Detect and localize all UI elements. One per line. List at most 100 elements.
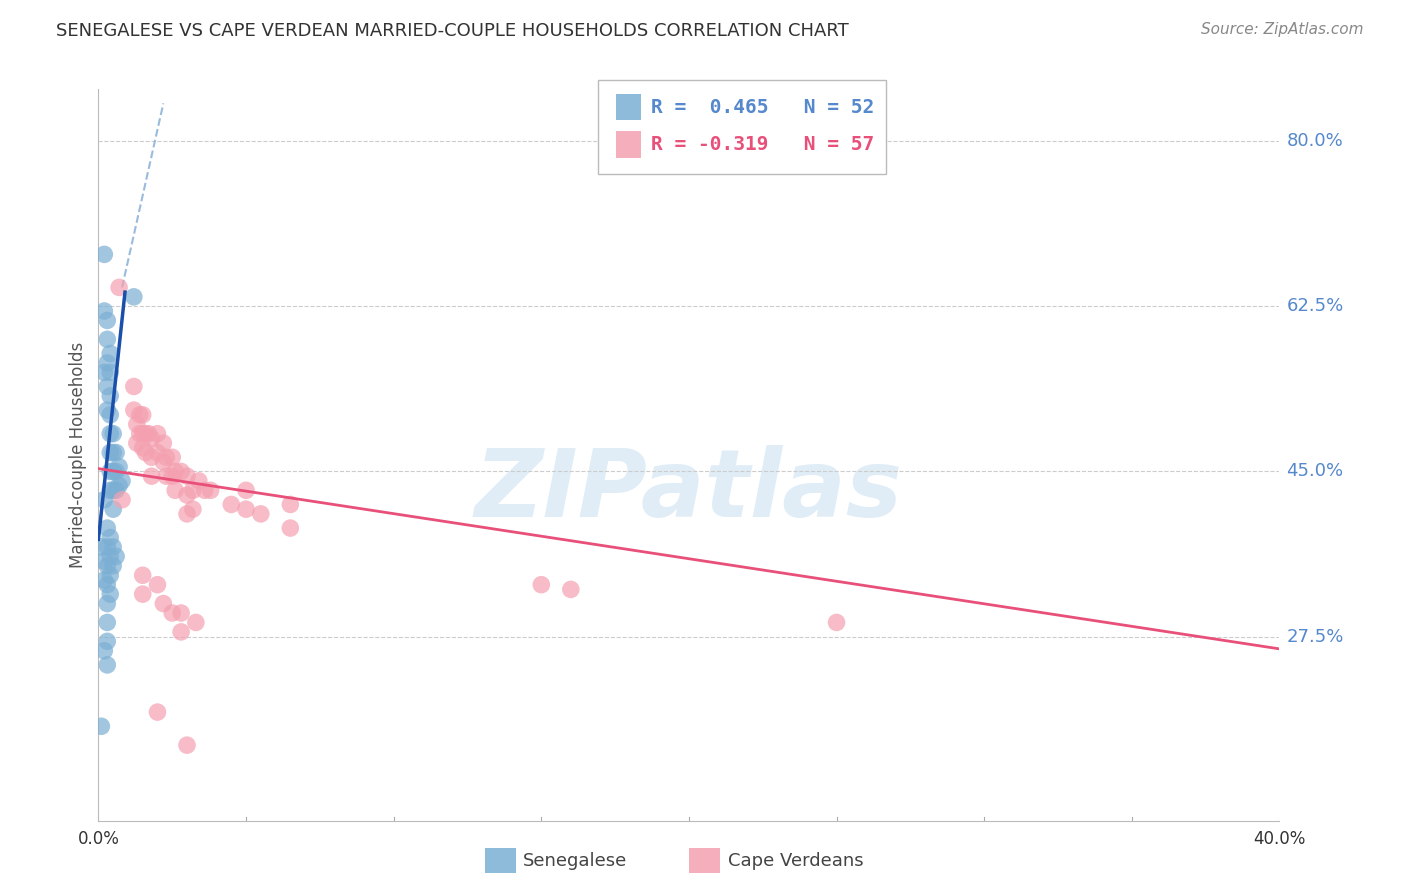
Point [105,445,128,459]
Point [219,498,242,512]
Point [162,450,183,465]
Point [200,483,222,498]
Point [103,540,125,554]
Point [96,577,118,591]
Point [98,389,121,403]
Point [93,492,115,507]
Point [176,507,198,521]
Point [165,465,187,479]
Point [184,615,207,630]
Point [103,483,125,498]
Text: 0.0%: 0.0% [77,830,120,848]
Point [194,483,217,498]
Point [162,469,183,483]
Point [105,483,128,498]
Point [96,313,118,327]
Point [146,445,169,459]
Point [176,488,198,502]
Text: 80.0%: 80.0% [1286,132,1343,150]
Point [125,417,148,432]
Point [132,441,155,455]
Point [530,577,553,591]
Point [146,705,169,719]
Point [235,502,257,516]
Point [141,431,163,445]
Point [132,408,155,422]
Point [146,426,169,441]
Point [103,426,125,441]
Point [98,483,121,498]
Point [108,280,131,294]
Text: Source: ZipAtlas.com: Source: ZipAtlas.com [1201,22,1364,37]
Text: Senegalese: Senegalese [523,852,627,870]
Point [138,426,160,441]
Point [90,719,112,733]
Point [181,502,204,516]
Point [103,465,125,479]
Point [122,403,145,417]
Point [155,450,177,465]
Point [170,465,193,479]
Point [560,582,582,597]
Point [98,549,121,564]
Point [96,657,118,672]
Point [128,426,150,441]
Point [141,469,163,483]
Text: R =  0.465   N = 52: R = 0.465 N = 52 [651,97,875,117]
Point [278,498,302,512]
Point [96,615,118,630]
Point [96,558,118,573]
Point [111,492,134,507]
Point [90,540,112,554]
Point [105,549,128,564]
Text: SENEGALESE VS CAPE VERDEAN MARRIED-COUPLE HOUSEHOLDS CORRELATION CHART: SENEGALESE VS CAPE VERDEAN MARRIED-COUPL… [56,22,849,40]
Text: ZIPatlas: ZIPatlas [475,445,903,538]
Text: 45.0%: 45.0% [1286,462,1344,481]
Point [152,455,174,469]
Point [278,521,302,535]
Text: 62.5%: 62.5% [1286,297,1344,315]
Point [132,587,155,601]
Point [250,507,273,521]
Point [93,247,115,261]
Point [96,356,118,370]
Point [108,459,131,474]
Point [98,465,121,479]
Point [141,450,163,465]
Point [103,445,125,459]
Point [96,521,118,535]
Point [98,568,121,582]
Point [128,408,150,422]
Point [181,483,204,498]
Point [103,558,125,573]
Point [132,568,155,582]
Point [152,597,174,611]
Text: 27.5%: 27.5% [1286,628,1344,646]
Point [93,365,115,379]
Point [98,346,121,360]
Point [98,408,121,422]
Y-axis label: Married-couple Households: Married-couple Households [69,342,87,568]
Point [187,474,209,488]
Point [235,483,257,498]
Point [98,445,121,459]
Point [111,474,134,488]
Text: Cape Verdeans: Cape Verdeans [728,852,863,870]
Point [176,738,198,752]
Point [105,465,128,479]
Point [162,606,183,620]
Point [170,624,193,639]
Point [122,290,145,304]
Point [93,304,115,318]
Point [96,597,118,611]
Point [98,531,121,545]
Point [135,426,157,441]
Point [825,615,848,630]
Point [135,445,157,459]
Point [122,379,145,393]
Point [98,365,121,379]
Point [96,540,118,554]
Text: R = -0.319   N = 57: R = -0.319 N = 57 [651,135,875,154]
Point [98,587,121,601]
Point [96,379,118,393]
